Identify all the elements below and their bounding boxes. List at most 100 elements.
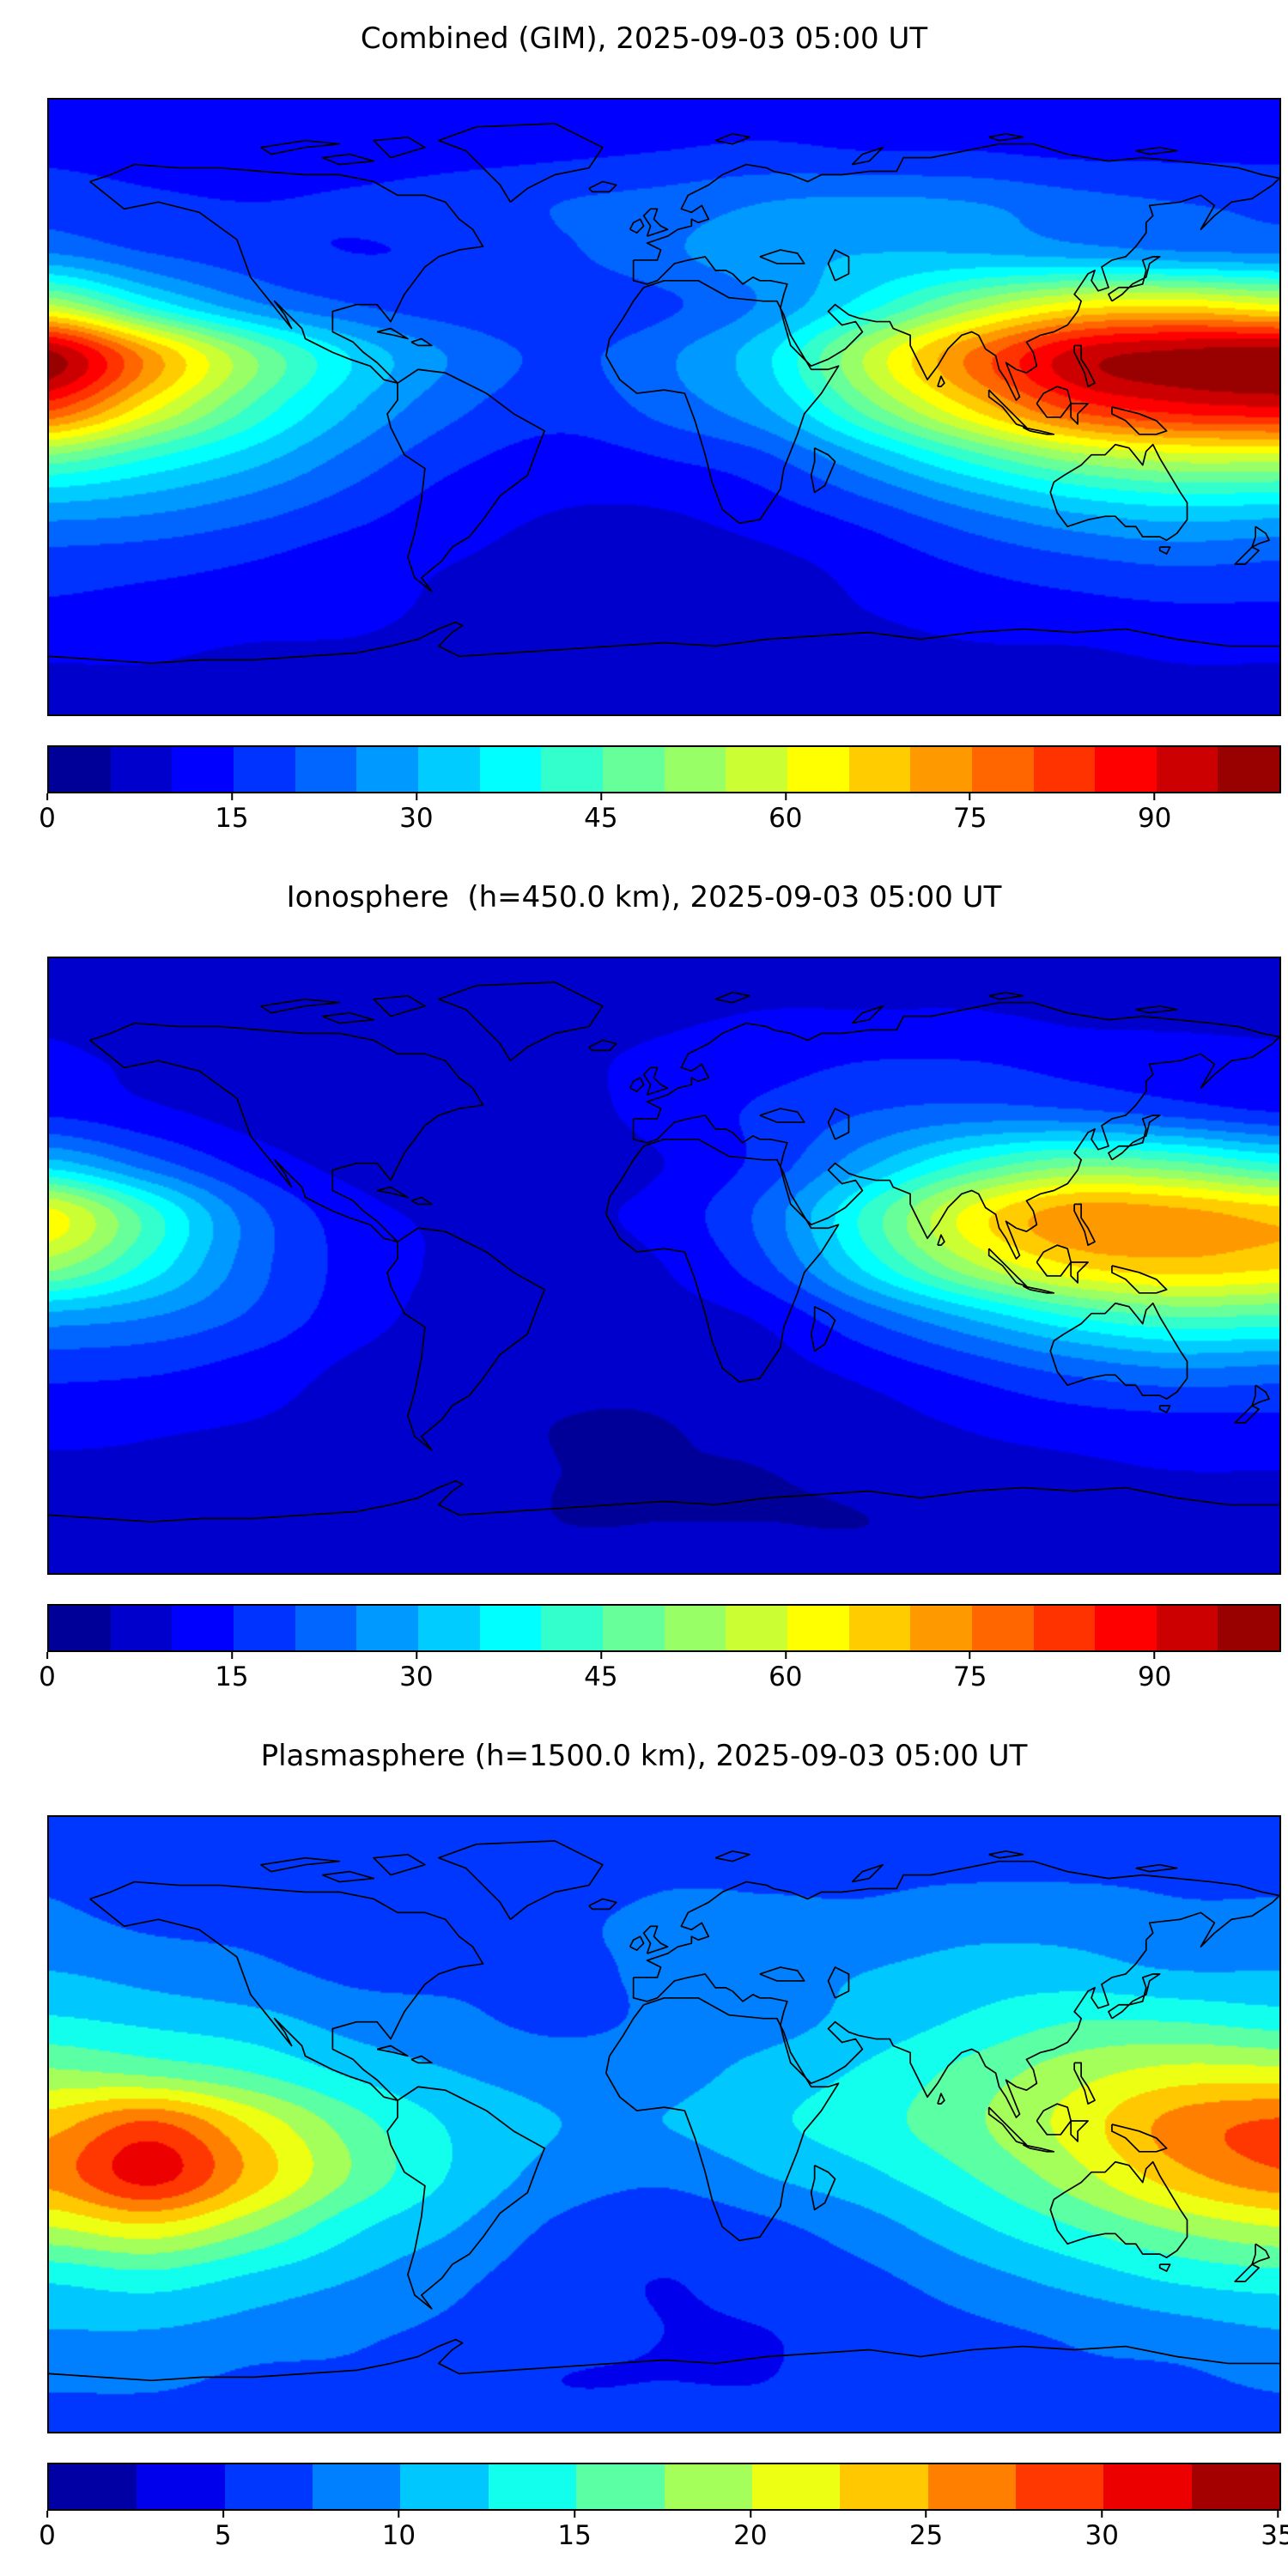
tick-label: 75 xyxy=(953,803,987,834)
colorbar-segment xyxy=(927,2464,1016,2509)
colorbar-segment xyxy=(1156,747,1218,792)
tick-mark xyxy=(969,793,971,800)
coastline-path xyxy=(829,1967,849,1998)
coastline-path xyxy=(630,219,644,233)
colorbar-tick: 5 xyxy=(215,2511,232,2551)
coastline-path xyxy=(387,369,544,592)
coastline-path xyxy=(90,165,483,384)
tick-label: 30 xyxy=(399,803,434,834)
coastline-path xyxy=(715,134,750,144)
colorbar-tick: 15 xyxy=(557,2511,592,2551)
tick-label: 15 xyxy=(557,2520,592,2551)
colorbar-segment xyxy=(910,747,972,792)
colorbar-segment xyxy=(313,2464,401,2509)
colorbar-ionosphere xyxy=(47,1604,1281,1652)
tick-label: 10 xyxy=(381,2520,416,2551)
coastline-path xyxy=(829,1109,849,1139)
coastline-path xyxy=(1109,1115,1160,1160)
colorbar-segment xyxy=(295,1606,357,1650)
colorbar-tick: 90 xyxy=(1138,1652,1171,1692)
colorbar-segment xyxy=(110,747,173,792)
tick-label: 25 xyxy=(908,2520,944,2551)
panel-title-combined: Combined (GIM), 2025-09-03 05:00 UT xyxy=(360,21,928,56)
colorbar-segment xyxy=(541,1606,603,1650)
coastline-path xyxy=(1136,148,1177,155)
colorbar-segment xyxy=(910,1606,972,1650)
tick-label: 0 xyxy=(39,803,56,834)
colorbar-segment xyxy=(295,747,357,792)
coastline-path xyxy=(989,993,1024,999)
colorbar-segment xyxy=(488,2464,577,2509)
tick-mark xyxy=(784,1652,787,1659)
tick-mark xyxy=(749,2511,751,2518)
coastline-path xyxy=(411,338,432,345)
coastline-path xyxy=(374,996,425,1017)
colorbar-segment xyxy=(137,2464,225,2509)
colorbar-segment xyxy=(1218,1606,1280,1650)
tick-mark xyxy=(46,1652,48,1659)
tick-mark xyxy=(599,793,602,800)
colorbar-tick: 30 xyxy=(1085,2511,1119,2551)
colorbar-segment xyxy=(664,1606,726,1650)
colorbar-segment xyxy=(1103,2464,1192,2509)
coastline-path xyxy=(644,1067,668,1095)
colorbar-tick: 10 xyxy=(382,2511,416,2551)
colorbar-segment xyxy=(417,747,480,792)
coastline-path xyxy=(989,134,1024,141)
tick-mark xyxy=(398,2511,400,2518)
colorbar-segment xyxy=(726,1606,787,1650)
coastline-path xyxy=(322,1013,374,1024)
coastline-path xyxy=(49,2340,1279,2381)
tick-label: 30 xyxy=(1084,2520,1120,2551)
colorbar-tick: 45 xyxy=(584,793,618,834)
colorbar-segment xyxy=(49,1606,111,1650)
coastline-path xyxy=(1023,2145,1054,2152)
colorbar-segment xyxy=(356,747,418,792)
tick-mark xyxy=(1153,1652,1156,1659)
colorbar-segment xyxy=(971,1606,1034,1650)
colorbar-segment xyxy=(576,2464,665,2509)
coastline-path xyxy=(261,1858,340,1872)
coastline-path xyxy=(606,1139,839,1382)
tick-label: 45 xyxy=(584,803,618,834)
coastline-path xyxy=(989,390,1027,428)
coastline-path xyxy=(811,2166,835,2210)
panel-plasmasphere: Plasmasphere (h=1500.0 km), 2025-09-03 0… xyxy=(0,1717,1288,2576)
panel-title-ionosphere: Ionosphere (h=450.0 km), 2025-09-03 05:0… xyxy=(286,880,1002,914)
coastline-path xyxy=(1160,1406,1170,1413)
coastline-path xyxy=(1252,1385,1269,1406)
tick-mark xyxy=(1276,2511,1279,2518)
coastline-path xyxy=(1036,1245,1071,1276)
coastline-path xyxy=(374,137,425,158)
coastline-path xyxy=(634,1003,1279,1259)
colorbar-tick: 60 xyxy=(769,1652,803,1692)
colorbar-segment xyxy=(1033,1606,1096,1650)
colorbar-segment xyxy=(664,747,726,792)
coastline-path xyxy=(1050,445,1187,540)
coastline-path xyxy=(1235,2264,1259,2281)
coastline-path xyxy=(760,1967,805,1981)
panel-ionosphere: Ionosphere (h=450.0 km), 2025-09-03 05:0… xyxy=(0,859,1288,1717)
tick-mark xyxy=(1101,2511,1103,2518)
colorbar-tick: 30 xyxy=(399,1652,434,1692)
coastline-path xyxy=(852,1006,883,1024)
colorbar-segment xyxy=(751,2464,841,2509)
coastline-path xyxy=(411,1197,432,1204)
colorbar-ticks-combined: 0 15 30 45 60 75 90 xyxy=(39,793,1278,840)
tick-label: 90 xyxy=(1137,803,1172,834)
coastline-path xyxy=(1136,1865,1177,1872)
colorbar-plasmasphere xyxy=(47,2463,1281,2511)
tick-mark xyxy=(415,793,417,800)
colorbar-segment xyxy=(726,747,787,792)
coastline-path xyxy=(377,2046,408,2057)
colorbar-segment xyxy=(233,1606,295,1650)
colorbar-segment xyxy=(1218,747,1280,792)
tick-mark xyxy=(925,2511,927,2518)
colorbar-segment xyxy=(1015,2464,1104,2509)
coastline-path xyxy=(1160,547,1170,554)
tick-mark xyxy=(230,793,233,800)
colorbar-segment xyxy=(848,747,911,792)
coastline-path xyxy=(261,141,340,155)
coastline-path xyxy=(439,982,603,1060)
coastline-path xyxy=(989,2107,1027,2145)
